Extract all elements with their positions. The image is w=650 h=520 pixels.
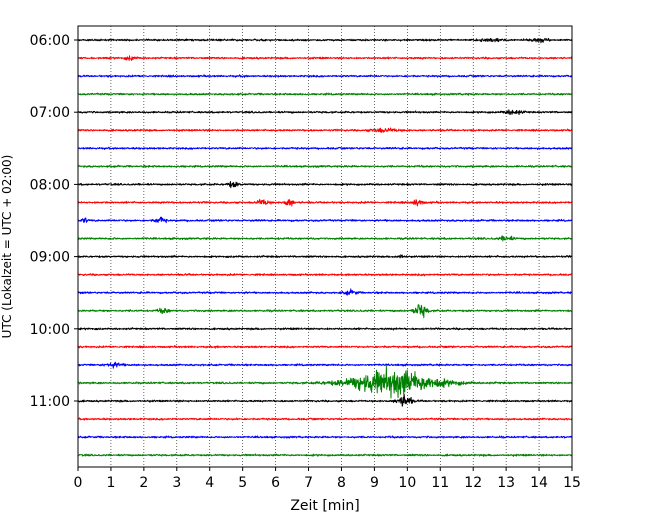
y-tick-label: 07:00 [30, 105, 70, 121]
trace-1030 [77, 361, 573, 369]
trace-0845 [77, 235, 573, 242]
x-tick-label: 6 [271, 475, 280, 491]
trace-0945 [77, 304, 573, 319]
traces [77, 37, 573, 457]
trace-1130 [77, 435, 573, 439]
trace-1015 [77, 345, 573, 349]
trace-0915 [77, 273, 573, 277]
x-tick-label: 3 [172, 475, 181, 491]
y-tick-label: 08:00 [30, 177, 70, 193]
trace-0615 [77, 55, 573, 61]
x-tick-label: 0 [74, 475, 83, 491]
x-ticks: 0 1 2 3 4 5 6 7 8 9 10 11 12 13 14 15 [74, 467, 581, 491]
x-tick-label: 7 [304, 475, 313, 491]
trace-0715 [77, 127, 573, 133]
y-tick-label: 11:00 [30, 394, 70, 410]
trace-1045 [77, 365, 573, 399]
x-tick-label: 1 [106, 475, 115, 491]
x-axis-label: Zeit [min] [290, 498, 359, 514]
trace-0645 [77, 92, 573, 96]
trace-0830 [77, 216, 573, 224]
trace-0700 [77, 109, 573, 116]
x-tick-label: 5 [238, 475, 247, 491]
x-tick-label: 14 [530, 475, 548, 491]
y-tick-label: 09:00 [30, 250, 70, 266]
trace-0930 [77, 288, 573, 296]
trace-1145 [77, 453, 573, 457]
trace-0730 [77, 146, 573, 151]
trace-0815 [77, 198, 573, 207]
trace-0900 [77, 254, 573, 259]
x-tick-label: 11 [431, 475, 449, 491]
plot-frame [77, 25, 573, 468]
y-tick-label: 06:00 [30, 33, 70, 49]
y-ticks: 06:00 07:00 08:00 09:00 10:00 11:00 [30, 33, 78, 410]
trace-1100 [77, 393, 573, 407]
trace-1000 [77, 327, 573, 331]
x-tick-label: 15 [563, 475, 581, 491]
y-tick-label: 10:00 [30, 322, 70, 338]
trace-1115 [77, 417, 573, 421]
x-tick-label: 9 [370, 475, 379, 491]
x-tick-label: 13 [497, 475, 515, 491]
x-tick-label: 12 [464, 475, 482, 491]
y-axis-label: UTC (Lokalzeit = UTC + 02:00) [0, 155, 14, 339]
x-tick-label: 10 [398, 475, 416, 491]
trace-0630 [77, 74, 573, 78]
x-tick-label: 4 [205, 475, 214, 491]
trace-0800 [77, 180, 573, 189]
trace-0600 [77, 37, 573, 44]
x-tick-label: 2 [139, 475, 148, 491]
x-tick-label: 8 [337, 475, 346, 491]
trace-0745 [77, 164, 573, 168]
